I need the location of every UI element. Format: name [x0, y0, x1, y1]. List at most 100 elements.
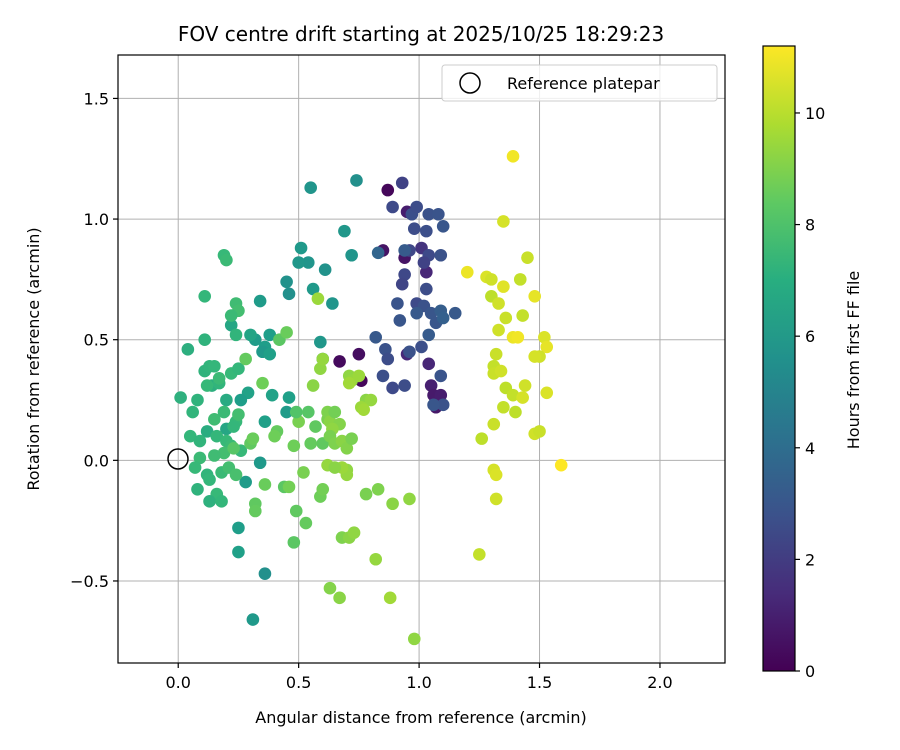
data-point — [224, 318, 238, 332]
data-point — [391, 297, 404, 310]
data-point — [513, 273, 527, 286]
data-point — [369, 552, 383, 566]
data-point — [403, 492, 416, 506]
data-point — [359, 487, 373, 501]
data-point — [492, 323, 505, 337]
data-point — [398, 244, 411, 257]
data-point — [473, 548, 486, 561]
data-point — [422, 328, 436, 342]
data-point — [181, 343, 195, 356]
data-point — [528, 289, 542, 303]
data-point — [292, 415, 305, 429]
data-point — [246, 613, 260, 626]
data-point — [516, 309, 529, 322]
data-point — [280, 275, 293, 289]
legend-marker — [459, 72, 481, 94]
y-tick-label: 1.5 — [84, 89, 109, 108]
data-point — [323, 581, 337, 595]
x-tick-label: 0.0 — [165, 673, 190, 692]
data-point — [395, 176, 409, 190]
data-point — [398, 268, 411, 281]
data-point — [434, 369, 448, 383]
data-point — [268, 429, 281, 443]
data-point — [386, 381, 399, 395]
data-point — [212, 372, 226, 385]
data-point — [287, 439, 301, 453]
y-tick-label: 0.0 — [84, 451, 109, 470]
data-point — [198, 333, 212, 346]
data-point — [533, 425, 546, 438]
data-point — [289, 405, 303, 419]
data-point — [357, 403, 370, 416]
data-point — [369, 330, 383, 344]
data-point — [203, 473, 216, 486]
data-point — [234, 393, 248, 407]
data-point — [258, 478, 272, 491]
data-point — [393, 314, 407, 327]
x-tick-label: 0.5 — [286, 673, 311, 692]
colorbar-tick-label: 6 — [805, 327, 815, 346]
colorbar-gradient — [763, 46, 795, 671]
data-point — [220, 393, 233, 407]
data-point — [511, 330, 525, 344]
data-point — [386, 200, 399, 214]
data-point — [256, 376, 269, 390]
data-point — [475, 432, 489, 445]
data-point — [395, 277, 409, 291]
data-point — [263, 328, 277, 342]
data-point — [379, 343, 392, 356]
plot-frame — [117, 54, 726, 664]
reference-point-marker — [167, 448, 189, 470]
data-point — [383, 591, 397, 605]
data-point — [258, 415, 272, 429]
data-point — [506, 150, 520, 163]
data-point — [460, 265, 474, 279]
data-point — [340, 441, 354, 455]
data-point — [220, 253, 233, 267]
data-point — [294, 241, 308, 255]
y-axis-label: Rotation from reference (arcmin) — [24, 227, 43, 490]
data-point — [492, 297, 505, 310]
data-point — [193, 434, 207, 448]
data-point — [381, 183, 395, 197]
data-point — [227, 420, 240, 433]
data-point — [540, 340, 554, 354]
data-point — [448, 306, 462, 320]
data-point — [489, 468, 503, 482]
data-point — [229, 468, 243, 482]
data-point — [328, 461, 342, 474]
data-point — [232, 521, 245, 535]
colorbar-label: Hours from first FF file — [844, 271, 863, 450]
legend: Reference platepar — [441, 64, 718, 102]
data-point — [420, 224, 433, 238]
y-tick-label: 0.5 — [84, 331, 109, 350]
data-point — [485, 273, 498, 286]
data-point — [333, 355, 346, 368]
colorbar-tick-label: 4 — [805, 439, 815, 458]
data-point — [224, 309, 238, 322]
data-point — [210, 429, 224, 443]
data-point — [345, 248, 358, 262]
data-point — [538, 330, 551, 344]
colorbar-tick-label: 2 — [805, 550, 815, 569]
data-point — [494, 364, 508, 378]
y-tick-label: 1.0 — [84, 210, 109, 229]
data-point — [314, 362, 327, 375]
data-point — [258, 567, 272, 581]
data-point — [203, 495, 216, 508]
data-point — [506, 388, 520, 402]
data-point — [410, 200, 423, 214]
data-point — [229, 328, 243, 342]
colorbar: 0 2 4 6 8 10 Hours from first FF file — [762, 45, 863, 681]
data-point — [301, 405, 315, 419]
data-point — [352, 369, 366, 383]
data-point — [282, 391, 296, 404]
data-point — [304, 437, 317, 450]
data-point — [244, 328, 257, 342]
data-point — [198, 289, 212, 303]
data-point — [436, 398, 450, 412]
data-point — [371, 246, 385, 260]
data-point — [516, 391, 529, 404]
data-point — [297, 466, 310, 479]
data-point — [347, 526, 361, 540]
